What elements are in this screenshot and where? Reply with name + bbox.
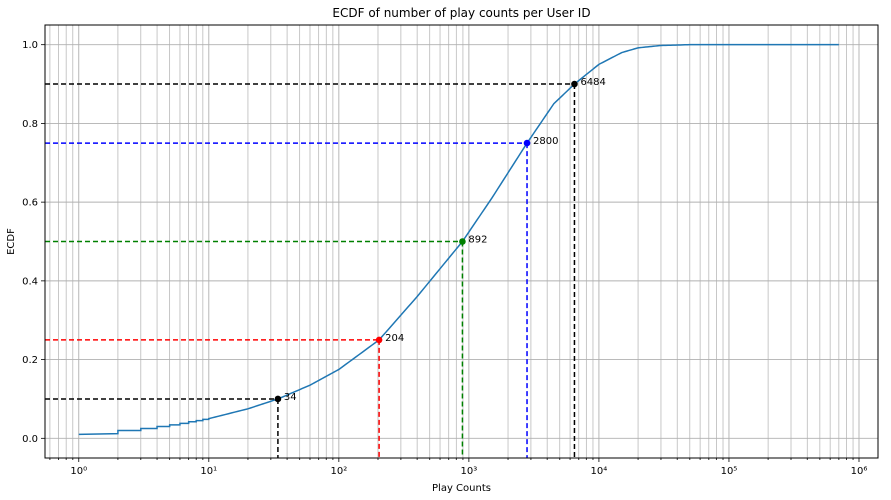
x-tick-label: 10² [330,466,347,477]
guide-lines [45,83,576,458]
quantile-annotation: 34 [284,392,297,403]
quantile-marker [459,238,466,245]
x-axis-label: Play Counts [432,483,491,494]
x-tick-label: 10³ [461,466,478,477]
x-tick-label: 10⁵ [721,466,738,477]
series-layer [78,43,839,436]
y-tick-label: 0.8 [22,119,38,130]
quantile-marker [523,139,531,147]
y-axis-label: ECDF [6,228,17,255]
quantile-marker [375,336,383,344]
quantile-annotation: 2800 [533,136,558,147]
y-tick-label: 0.6 [22,198,38,209]
x-tick-label: 10¹ [200,466,217,477]
y-tick-label: 0.0 [22,434,38,445]
ticks: 0.0 0.2 0.4 0.6 0.8 1.0 10⁰ 10¹ 10² 10³ 10⁴ 10⁵ 10⁶ [22,40,867,477]
ecdf-series-line [78,43,839,436]
chart-title: ECDF of number of play counts per User I… [332,6,590,20]
quantile-annotation: 892 [468,235,487,246]
quantile-annotation: 204 [385,333,404,344]
x-tick-label: 10⁰ [70,466,87,477]
y-tick-label: 0.2 [22,355,38,366]
quantile-annotation: 6484 [580,77,605,88]
markers: 34 204 892 2800 6484 [274,77,606,403]
y-tick-label: 1.0 [22,40,38,51]
quantile-marker [274,395,282,403]
x-tick-label: 10⁶ [851,466,868,477]
y-tick-label: 0.4 [22,276,38,287]
plot-frame [44,24,879,459]
quantile-marker [571,80,578,88]
x-tick-label: 10⁴ [591,466,608,477]
